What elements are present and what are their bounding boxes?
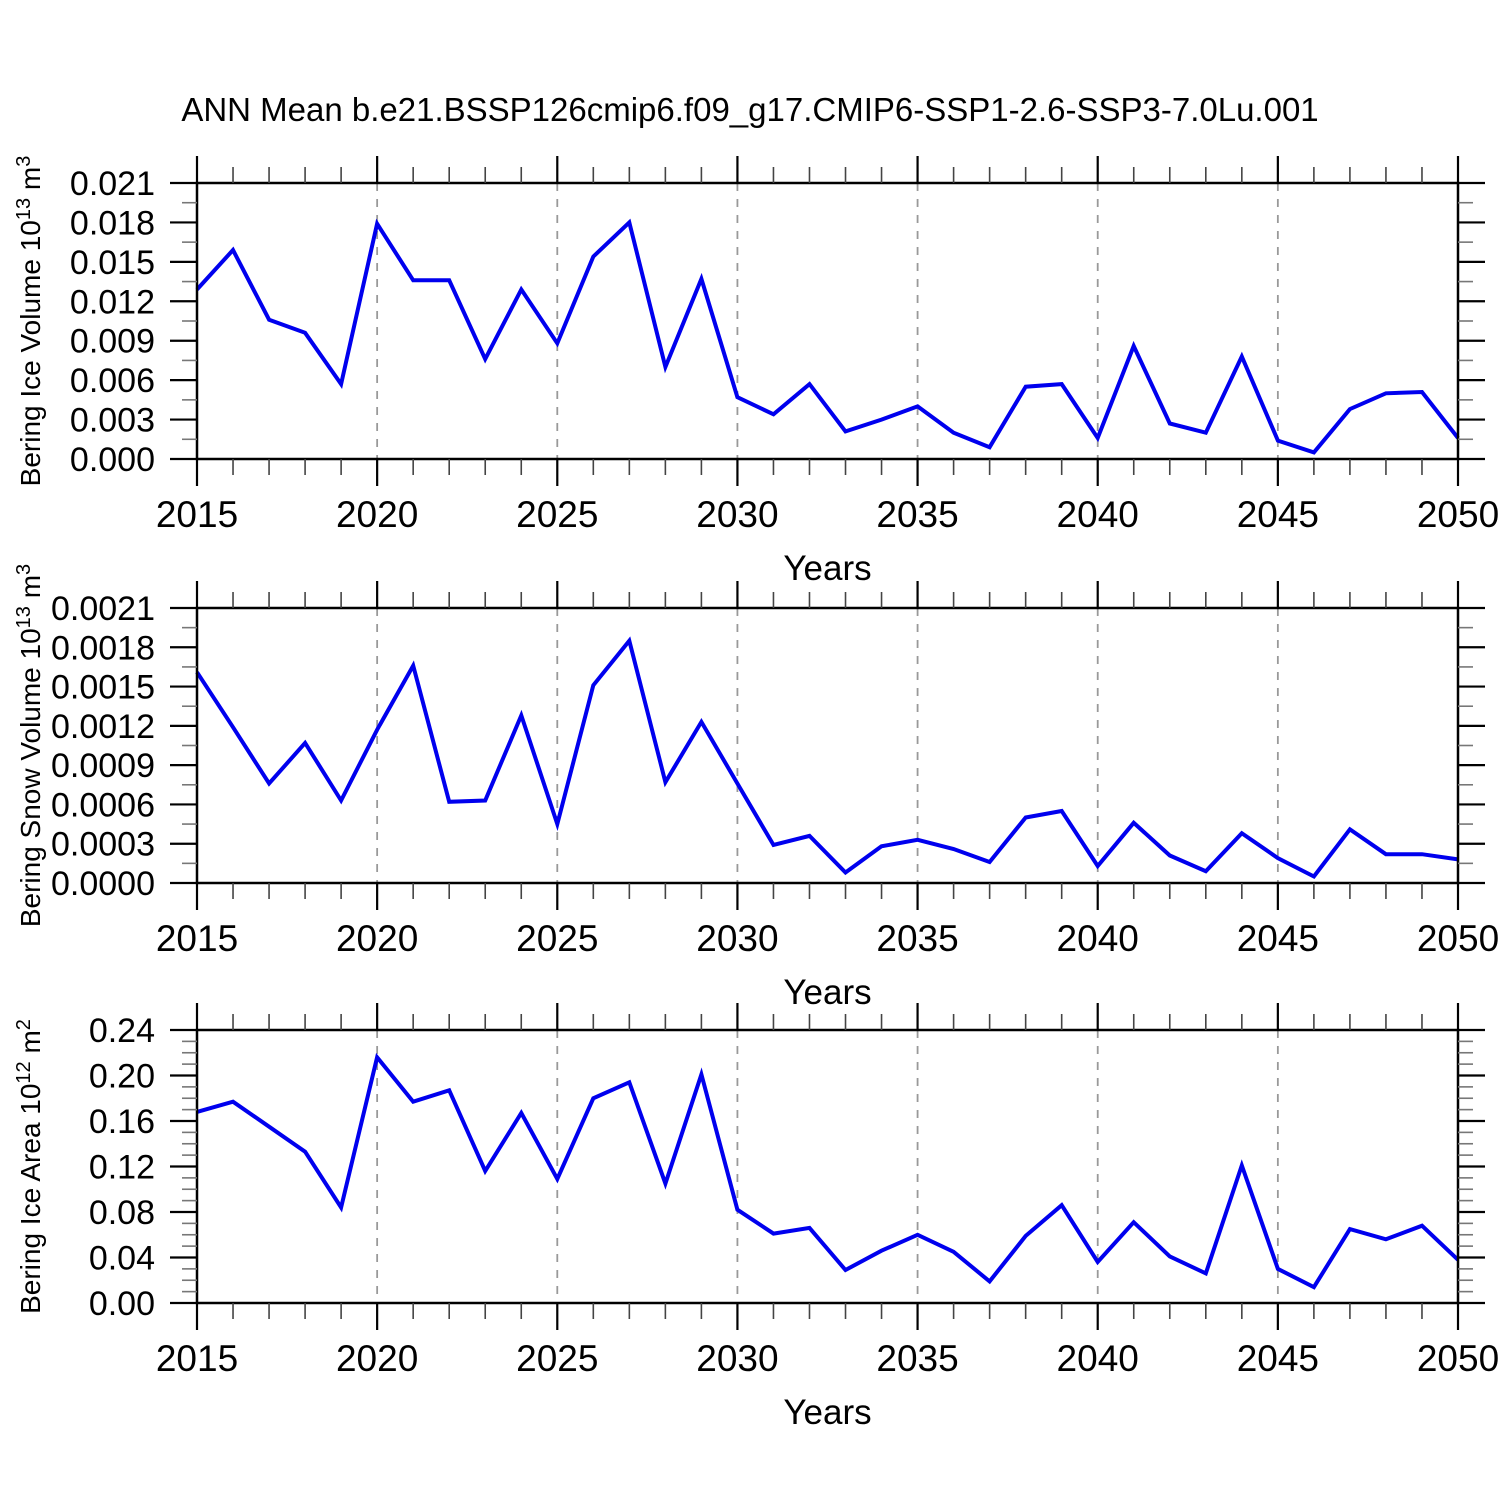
x-tick-label: 2050 bbox=[1417, 494, 1499, 535]
y-axis-title-sup: 12 bbox=[13, 1061, 35, 1083]
x-tick-label: 2035 bbox=[876, 1338, 958, 1379]
x-axis-title: Years bbox=[783, 1393, 871, 1432]
data-line bbox=[195, 218, 1460, 455]
y-tick-label: 0.015 bbox=[70, 244, 155, 282]
x-tick-label: 2015 bbox=[156, 494, 238, 535]
y-tick-label: 0.0009 bbox=[51, 747, 155, 785]
y-tick-label: 0.003 bbox=[70, 402, 155, 440]
y-axis-title: Bering Ice Volume 1013 m3 bbox=[13, 156, 46, 487]
x-tick-label: 2045 bbox=[1237, 494, 1319, 535]
panel-bering-snow-volume: 0.00000.00030.00060.00090.00120.00150.00… bbox=[13, 564, 1499, 1012]
y-tick-label: 0.006 bbox=[70, 362, 155, 400]
y-axis-title-sup: 13 bbox=[13, 198, 35, 220]
x-tick-label: 2035 bbox=[876, 918, 958, 959]
y-axis-title: Bering Snow Volume 1013 m3 bbox=[13, 564, 46, 927]
y-tick-label: 0.009 bbox=[70, 323, 155, 361]
x-tick-label: 2025 bbox=[516, 494, 598, 535]
x-tick-label: 2025 bbox=[516, 1338, 598, 1379]
figure-title: ANN Mean b.e21.BSSP126cmip6.f09_g17.CMIP… bbox=[181, 91, 1318, 128]
y-axis-title-part: Bering Ice Volume 10 bbox=[15, 220, 46, 486]
plot-box bbox=[195, 606, 1460, 885]
y-tick-label: 0.0021 bbox=[51, 590, 155, 628]
y-tick-label: 0.12 bbox=[89, 1149, 155, 1187]
y-tick-label: 0.021 bbox=[70, 165, 155, 203]
data-line bbox=[196, 1052, 1460, 1290]
y-tick-label: 0.012 bbox=[70, 283, 155, 321]
y-axis-title-part: Bering Ice Area 10 bbox=[15, 1084, 46, 1314]
x-tick-label: 2020 bbox=[336, 918, 418, 959]
y-axis-title-sup: 13 bbox=[13, 606, 35, 628]
x-axis-title: Years bbox=[783, 549, 871, 588]
x-tick-label: 2050 bbox=[1417, 1338, 1499, 1379]
x-tick-label: 2045 bbox=[1237, 1338, 1319, 1379]
y-axis-title-part: Bering Snow Volume 10 bbox=[15, 628, 46, 927]
y-axis-title-sup: 3 bbox=[13, 156, 35, 167]
y-tick-label: 0.16 bbox=[89, 1103, 155, 1141]
y-tick-label: 0.08 bbox=[89, 1194, 155, 1232]
x-tick-label: 2045 bbox=[1237, 918, 1319, 959]
x-tick-label: 2030 bbox=[696, 918, 778, 959]
y-axis-title-part: m bbox=[15, 1030, 46, 1061]
x-tick-label: 2040 bbox=[1057, 1338, 1139, 1379]
y-tick-label: 0.0003 bbox=[51, 826, 155, 864]
y-tick-label: 0.04 bbox=[89, 1240, 155, 1278]
y-axis-title-part: m bbox=[15, 167, 46, 198]
x-tick-label: 2050 bbox=[1417, 918, 1499, 959]
y-axis-title: Bering Ice Area 1012 m2 bbox=[13, 1019, 46, 1314]
y-tick-label: 0.0006 bbox=[51, 786, 155, 824]
y-axis-title-part: m bbox=[15, 575, 46, 606]
y-tick-label: 0.00 bbox=[89, 1285, 155, 1323]
x-tick-label: 2015 bbox=[156, 918, 238, 959]
x-tick-label: 2030 bbox=[696, 1338, 778, 1379]
y-tick-label: 0.000 bbox=[70, 441, 155, 479]
x-axis-title: Years bbox=[783, 973, 871, 1012]
data-line bbox=[195, 636, 1459, 880]
y-tick-label: 0.0018 bbox=[51, 629, 155, 667]
x-tick-label: 2020 bbox=[336, 1338, 418, 1379]
y-tick-label: 0.0012 bbox=[51, 708, 155, 746]
x-tick-label: 2020 bbox=[336, 494, 418, 535]
x-tick-label: 2040 bbox=[1057, 918, 1139, 959]
y-axis-title-sup: 2 bbox=[13, 1019, 35, 1030]
y-axis-title-sup: 3 bbox=[13, 564, 35, 575]
y-tick-label: 0.24 bbox=[89, 1012, 155, 1050]
panel-bering-ice-volume: 0.0000.0030.0060.0090.0120.0150.0180.021… bbox=[13, 156, 1499, 588]
y-tick-label: 0.0000 bbox=[51, 865, 155, 903]
y-tick-label: 0.0015 bbox=[51, 669, 155, 707]
x-tick-label: 2030 bbox=[696, 494, 778, 535]
y-tick-label: 0.018 bbox=[70, 204, 155, 242]
x-tick-label: 2035 bbox=[876, 494, 958, 535]
x-tick-label: 2015 bbox=[156, 1338, 238, 1379]
y-tick-label: 0.20 bbox=[89, 1058, 155, 1096]
panel-bering-ice-area: 0.00 0.04 0.08 0.12 0.16 0.20 0.24 2015 2020 2025… bbox=[13, 1003, 1499, 1432]
x-tick-label: 2025 bbox=[516, 918, 598, 959]
x-tick-label: 2040 bbox=[1057, 494, 1139, 535]
